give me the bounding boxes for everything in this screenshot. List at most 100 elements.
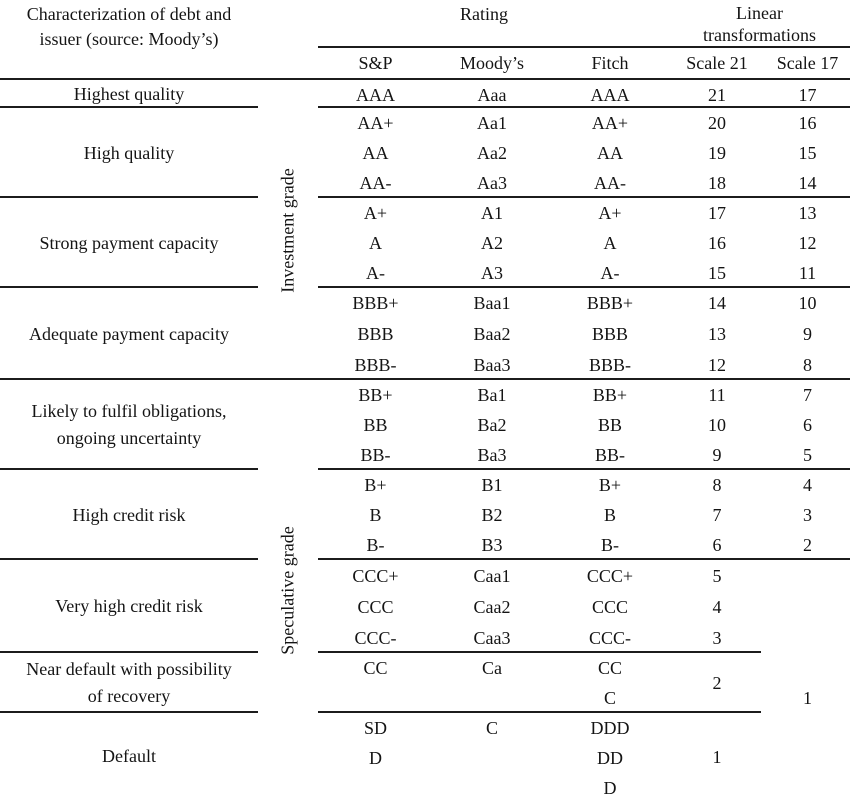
- sp-cell: AA+ AA AA-: [318, 108, 433, 198]
- rating-value: A3: [481, 263, 503, 283]
- group-label-line: High credit risk: [72, 504, 186, 525]
- rule-investment-speculative-boundary: [0, 378, 850, 380]
- rating-value: Caa1: [473, 565, 511, 586]
- rating-value: B: [603, 505, 616, 525]
- scale21-cell: 2: [669, 653, 765, 713]
- scale-value: 3: [803, 505, 812, 525]
- column-header-scale17: Scale 17: [776, 53, 839, 73]
- sp-cell: CC: [318, 653, 433, 713]
- rating-value: AA-: [594, 173, 626, 193]
- group-label-line: of recovery: [87, 686, 171, 706]
- rating-value: B1: [481, 475, 503, 495]
- moodys-cell: Aaa: [433, 80, 551, 108]
- group-label-line: Likely to fulfil obligations,: [31, 401, 227, 421]
- rating-value: BB-: [360, 445, 391, 465]
- rating-value: CCC: [591, 596, 629, 617]
- rating-value: A2: [481, 233, 503, 253]
- rating-value: BBB: [357, 323, 394, 344]
- speculative-grade-text: Speculative grade: [277, 525, 298, 655]
- rule-right: [318, 286, 850, 288]
- label-strong-payment-capacity: Strong payment capacity: [0, 198, 258, 288]
- label-high-quality: High quality: [0, 108, 258, 198]
- scale21-cell: 5 4 3: [669, 560, 765, 653]
- group-label-line: Adequate payment capacity: [29, 323, 229, 344]
- scale21-cell: 17 16 15: [669, 198, 765, 288]
- rating-value: Aa2: [477, 143, 507, 163]
- scale-value: 8: [712, 475, 722, 495]
- moodys-cell: Caa1 Caa2 Caa3: [433, 560, 551, 653]
- rule-right-short: [318, 651, 761, 653]
- group-label-line: Strong payment capacity: [39, 232, 219, 253]
- scale21-cell: 1: [669, 713, 765, 800]
- rating-value: D: [603, 778, 617, 798]
- scale-value: 8: [803, 354, 812, 375]
- moodys-cell: Baa1 Baa2 Baa3: [433, 288, 551, 380]
- linear-header-line2: transformations: [703, 25, 816, 45]
- scale-value: 13: [798, 203, 817, 223]
- scale-value: 12: [798, 233, 817, 253]
- fitch-cell: BB+ BB BB-: [551, 380, 669, 470]
- rating-value: Aaa: [477, 85, 507, 105]
- moodys-cell: Ba1 Ba2 Ba3: [433, 380, 551, 470]
- rating-value: Caa3: [473, 627, 511, 648]
- scale21-cell: 11 10 9: [669, 380, 765, 470]
- rating-value: Aa1: [477, 113, 507, 133]
- label-near-default: Near default with possibility of recover…: [0, 653, 258, 713]
- rating-value: C: [603, 688, 616, 708]
- sp-cell: B+ B B-: [318, 470, 433, 560]
- rating-value: BBB-: [588, 354, 631, 375]
- scale17-cell: 4 3 2: [765, 470, 850, 560]
- rating-value: B: [369, 505, 382, 525]
- scale-value: 10: [798, 293, 817, 314]
- sp-cell: CCC+ CCC CCC-: [318, 560, 433, 653]
- rule-left: [0, 651, 258, 653]
- scale17-cell: 10 9 8: [765, 288, 850, 380]
- rule-left: [0, 286, 258, 288]
- scale-value: 13: [708, 323, 726, 344]
- scale-value: 21: [708, 85, 726, 105]
- rating-value: Ba1: [477, 385, 507, 405]
- rating-value: AA+: [591, 113, 629, 133]
- rating-value: DDD: [590, 718, 630, 738]
- fitch-cell: B+ B B-: [551, 470, 669, 560]
- rating-value: BB-: [594, 445, 625, 465]
- fitch-cell: AA+ AA AA-: [551, 108, 669, 198]
- rating-value: A-: [366, 263, 385, 283]
- scale21-cell: 20 19 18: [669, 108, 765, 198]
- rating-value: AAA: [356, 85, 395, 105]
- scale-value: 5: [803, 445, 812, 465]
- scale-value: 2: [803, 535, 812, 555]
- rating-value: B-: [601, 535, 619, 555]
- rating-value: BB: [597, 415, 622, 435]
- scale-value: 15: [798, 143, 817, 163]
- rating-value: A-: [600, 263, 620, 283]
- investment-grade-text: Investment grade: [277, 167, 298, 293]
- rating-value: A1: [481, 203, 503, 223]
- scale-value: 4: [803, 475, 812, 495]
- column-header-sp: S&P: [358, 53, 393, 73]
- rating-value: B-: [366, 535, 385, 555]
- rating-value: BBB+: [352, 293, 399, 314]
- label-highest-quality: Highest quality: [0, 80, 258, 108]
- scale-value: 6: [712, 535, 722, 555]
- sp-cell: SD D: [318, 713, 433, 800]
- scale-value: 19: [708, 143, 726, 163]
- label-high-credit-risk: High credit risk: [0, 470, 258, 560]
- scale-value: 1: [712, 746, 722, 767]
- linear-transformations-header: Linear transformations: [669, 2, 850, 46]
- rating-value: BB+: [592, 385, 628, 405]
- rule-right-short: [318, 711, 761, 713]
- rule-left: [0, 196, 258, 198]
- fitch-cell: DDD DD D: [551, 713, 669, 800]
- rating-value: CCC+: [352, 565, 399, 586]
- group-label-line: Near default with possibility: [26, 659, 232, 679]
- scale17-cell: 7 6 5: [765, 380, 850, 470]
- scale17-merged-cell: 1: [765, 560, 850, 800]
- fitch-cell: BBB+ BBB BBB-: [551, 288, 669, 380]
- fitch-cell: CCC+ CCC CCC-: [551, 560, 669, 653]
- rating-value: BB: [363, 415, 388, 435]
- scale-value: 5: [712, 565, 722, 586]
- scale-value: 1: [803, 687, 812, 708]
- label-very-high-credit-risk: Very high credit risk: [0, 560, 258, 653]
